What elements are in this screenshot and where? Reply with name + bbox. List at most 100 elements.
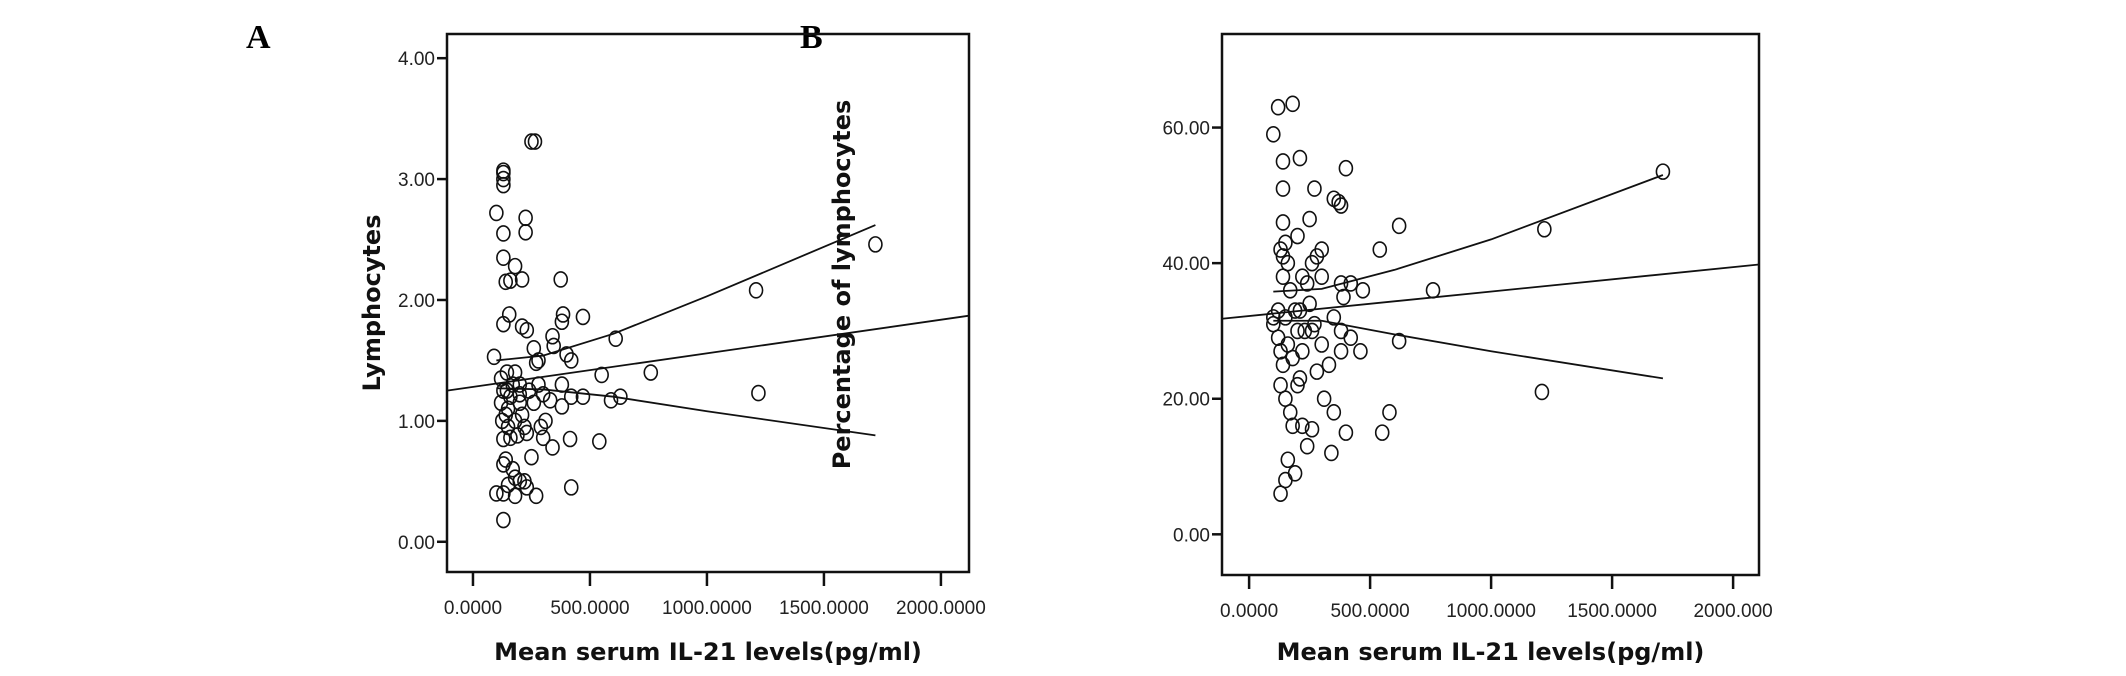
data-point — [1266, 309, 1281, 326]
data-point — [496, 511, 511, 529]
data-point — [1278, 234, 1293, 252]
data-point — [531, 352, 546, 369]
data-point — [1290, 376, 1305, 394]
data-point — [563, 479, 579, 496]
y-axis-label: Percentage of lymphocytes — [828, 100, 856, 470]
x-axis-label: Mean serum IL-21 levels(pg/ml) — [494, 638, 922, 666]
chart-b: 0.00 20.00 40.00 60.00 0.0000 500.0000 1000.00… — [828, 32, 1773, 666]
data-point — [554, 313, 570, 331]
y-axis-label: Lymphocytes — [358, 215, 386, 392]
data-point — [542, 392, 558, 409]
data-point — [496, 315, 511, 333]
data-point — [524, 448, 539, 466]
data-point — [1374, 424, 1390, 441]
x-tick-label: 2000.000 — [1693, 601, 1772, 622]
x-tick-label: 0.0000 — [1220, 601, 1278, 622]
x-tick-label: 500.0000 — [550, 598, 629, 619]
data-point — [563, 388, 579, 405]
data-point — [1336, 288, 1351, 306]
data-point — [554, 376, 570, 393]
data-point — [1304, 420, 1320, 438]
data-point — [555, 306, 571, 323]
panel-label-b: B — [800, 19, 823, 56]
data-point — [1314, 268, 1330, 286]
data-point — [748, 282, 764, 299]
data-point — [496, 485, 511, 502]
x-tick-label: 1000.0000 — [662, 598, 752, 619]
data-point — [1333, 197, 1349, 214]
data-point — [1309, 363, 1325, 380]
data-point — [1343, 329, 1359, 347]
data-point — [524, 133, 539, 150]
data-point — [1382, 403, 1397, 421]
data-point — [1275, 356, 1291, 374]
data-point — [1655, 163, 1671, 180]
y-tick-label: 0.00 — [1173, 525, 1210, 546]
data-point — [608, 330, 623, 347]
data-point — [1299, 437, 1315, 455]
x-tick-label: 1500.0000 — [779, 598, 869, 619]
x-axis-label: Mean serum IL-21 levels(pg/ml) — [1277, 638, 1705, 666]
data-point — [519, 479, 535, 496]
data-point — [1302, 210, 1317, 228]
x-tick-label: 1500.0000 — [1567, 601, 1657, 622]
ci-lower-line — [1273, 319, 1664, 380]
data-point — [519, 424, 535, 442]
ci-upper-line — [496, 224, 876, 362]
data-point — [546, 337, 561, 355]
data-point — [486, 348, 502, 366]
data-point — [1338, 424, 1354, 441]
data-point — [1280, 451, 1296, 469]
data-point — [1316, 390, 1332, 408]
data-point — [1275, 180, 1291, 197]
data-point — [1295, 417, 1310, 435]
data-point — [554, 398, 570, 415]
data-point — [514, 271, 530, 288]
data-point — [528, 354, 544, 372]
data-point — [1326, 309, 1342, 326]
y-tick-label: 60.00 — [1162, 119, 1210, 140]
data-point — [1273, 376, 1288, 394]
data-point — [1278, 390, 1293, 408]
data-point — [1338, 159, 1354, 177]
data-point — [1391, 217, 1407, 235]
data-point — [594, 366, 609, 384]
data-point — [1321, 356, 1337, 374]
data-point — [1343, 275, 1359, 292]
data-point — [1270, 329, 1286, 347]
y-tick-label: 20.00 — [1162, 390, 1210, 411]
data-point — [496, 170, 511, 188]
data-point — [1292, 149, 1308, 167]
data-point — [489, 204, 504, 222]
data-point — [1270, 98, 1286, 116]
data-point — [575, 388, 591, 405]
data-point — [1307, 315, 1322, 333]
data-point — [1324, 444, 1339, 462]
data-point — [1285, 95, 1300, 113]
data-point — [1275, 214, 1291, 231]
data-point — [1282, 281, 1298, 299]
data-point — [512, 394, 528, 412]
plot-frame — [445, 32, 971, 574]
data-point — [518, 223, 533, 241]
data-point — [575, 308, 591, 326]
data-point — [545, 439, 560, 456]
data-point — [489, 485, 504, 502]
data-point — [1309, 248, 1325, 265]
data-point — [519, 321, 535, 339]
data-point — [545, 327, 560, 345]
data-point — [505, 460, 521, 478]
data-point — [562, 430, 578, 448]
data-point — [1355, 281, 1371, 299]
y-tick-label: 1.00 — [398, 412, 435, 433]
data-point — [507, 257, 523, 275]
data-point — [643, 364, 659, 381]
data-point — [496, 162, 511, 179]
data-point — [518, 209, 533, 227]
data-point — [1302, 295, 1317, 313]
data-point — [1285, 417, 1300, 435]
data-point — [1314, 336, 1330, 353]
data-point — [503, 272, 518, 289]
data-point — [1278, 471, 1293, 489]
data-point — [1353, 342, 1368, 360]
